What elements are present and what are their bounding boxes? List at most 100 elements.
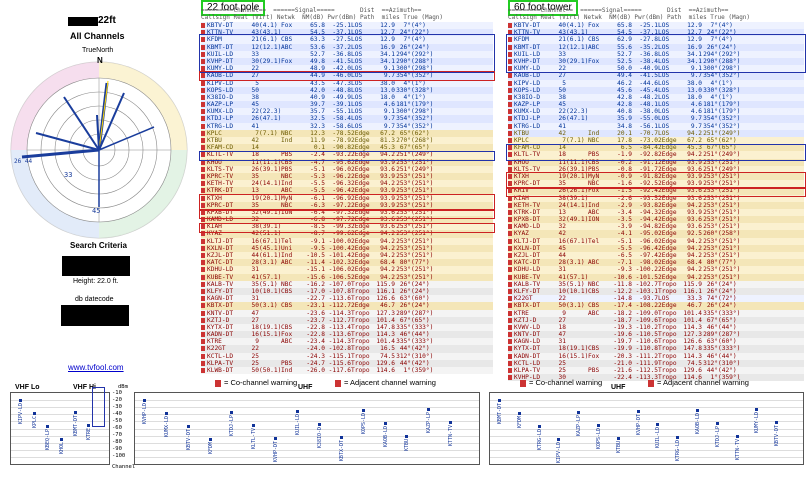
table-row: KBTX-DT 50(3.1) CBS -17.4 -108.22Edge 46.7 26°… <box>508 302 804 310</box>
station-marker <box>557 438 561 441</box>
cell-path: LOS <box>658 43 670 51</box>
cell-azimuth-magnetic: (292°) <box>411 50 433 58</box>
cell-real-channel: 14 <box>558 144 566 152</box>
station-marker <box>296 410 300 413</box>
cell-power: -112.7 <box>328 316 351 324</box>
cell-azimuth-magnetic: (24°) <box>718 287 737 295</box>
cell-network: Ind <box>588 201 600 209</box>
cell-power: -44.6 <box>639 79 658 87</box>
cell-azimuth-magnetic: (251°) <box>718 237 740 245</box>
warning-icon <box>201 101 207 108</box>
cell-noise-margin: 35.7 <box>310 108 325 116</box>
warning-icon <box>201 72 207 79</box>
table-row: KUIL-LD 33 52.7 -36.8LOS 34.1294°(292°) <box>508 50 804 58</box>
cell-callsign: KLPA-TV <box>514 367 541 374</box>
cell-network: Tel <box>588 237 600 245</box>
grid-line <box>490 407 803 409</box>
warning-icon <box>508 29 514 36</box>
cell-azimuth-magnetic: (352°) <box>718 72 740 80</box>
cell-distance: 9.1 <box>383 108 395 116</box>
cell-callsign: KTTN-TV <box>514 29 541 37</box>
cell-azimuth-true: 253° <box>396 244 411 252</box>
table-row: KZJL-DT 44 -6.5 -97.42Edge 94.2253°(251°) <box>508 252 804 260</box>
cell-path: Tropo <box>351 352 370 360</box>
cell-noise-margin: -17.0 <box>306 287 325 295</box>
cell-virtual-channel: (5.1) <box>566 280 585 288</box>
cell-virtual-channel: (47.1) <box>566 115 588 123</box>
cell-azimuth-true: 181° <box>396 101 411 109</box>
station-label: KTRE <box>86 428 93 441</box>
table-row: KOPS-LD 50 42.0 -48.8LOS 13.0330°(328°) <box>201 86 493 94</box>
table-row: KAMD-LD 32 -3.9 -94.82Edge 93.6253°(251°) <box>508 223 804 231</box>
cell-path: LOS <box>351 50 363 58</box>
cell-path: 2Edge <box>658 237 677 245</box>
warning-icon <box>201 115 207 122</box>
cell-real-channel: 22 <box>558 108 566 116</box>
cell-power: -35.2 <box>639 43 658 51</box>
cell-path: Tropo <box>351 309 370 317</box>
cell-callsign: KTXH <box>514 172 529 180</box>
cell-power: -103.1 <box>635 287 658 295</box>
cell-azimuth-true: 253° <box>396 208 411 216</box>
cell-path: LOS <box>658 93 670 101</box>
cell-real-channel: 42 <box>251 137 259 144</box>
cell-virtual-channel: (6.1) <box>259 36 278 44</box>
warning-icon <box>508 331 514 338</box>
cell-callsign: KFAM-CD <box>207 144 234 152</box>
grid-line <box>135 435 479 437</box>
cell-real-channel: 50 <box>251 86 259 94</box>
cell-power: -92.4 <box>639 187 658 195</box>
cell-distance: 101.4 <box>683 309 702 317</box>
cell-callsign: KATC-DT <box>514 259 541 267</box>
cell-azimuth-magnetic: (251°) <box>718 187 740 195</box>
cell-noise-margin: -0.9 <box>617 172 632 180</box>
cell-distance: 93.9 <box>380 172 395 180</box>
table-row: KYAZ 42 -4.1 -95.02Edge 92.5260°(258°) <box>508 230 804 238</box>
table-row: KLFY-DT 10(10.1)CBS -17.0 -107.8Tropo 116.1 2… <box>201 287 493 296</box>
cell-callsign: KLFY-DT <box>514 287 541 295</box>
cell-real-channel: 27 <box>251 316 259 324</box>
table-row: KTXH 19(20.1)MyN -0.9 -91.82Edge 93.9253°(25… <box>508 172 804 181</box>
cell-noise-margin: -3.9 <box>617 223 632 231</box>
station-label: KIPV-LD <box>18 403 24 425</box>
warning-icon <box>508 65 514 72</box>
warning-icon <box>508 317 514 324</box>
cell-network: NBC <box>588 137 600 144</box>
cell-network: NBC <box>588 180 600 188</box>
station-marker <box>715 422 719 425</box>
cell-distance: 4.6 <box>690 108 702 116</box>
warning-icon <box>508 353 514 360</box>
cell-noise-margin: -5.5 <box>617 244 632 252</box>
cell-distance: 4.6 <box>383 101 395 109</box>
cell-azimuth-true: 290° <box>703 57 718 65</box>
station-label: KVHP-DT <box>273 441 280 463</box>
table-row: KALB-TV 35(5.1) NBC -11.8 -102.7Tropo 115.9 26… <box>508 280 804 288</box>
warning-icon <box>508 87 514 94</box>
table-row: KTRG-LD 41 32.3 -58.6LOS 9.7354°(352°) <box>201 122 493 130</box>
cell-azimuth-magnetic: (251°) <box>718 158 740 166</box>
cell-callsign: KXLN-DT <box>207 244 234 252</box>
cell-distance: 38.0 <box>380 79 395 87</box>
station-label: KBMT-DT <box>72 415 79 437</box>
cell-distance: 126.6 <box>376 295 395 303</box>
cell-network: CBS <box>588 158 600 166</box>
cell-path: 2Edge <box>658 187 677 195</box>
station-label: KOPS-LD <box>360 413 367 435</box>
cell-real-channel: 9 <box>562 309 566 317</box>
table2-header-2: Callsign Real (Virt) Netwk NM(dB) Pwr(dB… <box>508 14 751 21</box>
tvfool-link[interactable]: www.tvfool.com <box>68 363 124 372</box>
warning-icon <box>201 159 207 166</box>
cell-power: -113.6 <box>328 331 351 339</box>
warning-icon <box>201 51 207 58</box>
cell-azimuth-magnetic: (251°) <box>411 180 433 188</box>
cell-real-channel: 41 <box>558 122 566 130</box>
cell-distance: 93.9 <box>687 172 702 180</box>
cell-azimuth-magnetic: (249°) <box>718 165 740 173</box>
cell-path: 2Edge <box>351 201 370 209</box>
cell-noise-margin: 48.9 <box>310 65 325 73</box>
cell-azimuth-magnetic: (42°) <box>718 367 737 374</box>
cell-azimuth-magnetic: (65°) <box>411 144 430 152</box>
cell-callsign: KTBU <box>207 137 222 144</box>
legend-adjacent-2: = Adjacent channel warning <box>648 378 749 387</box>
table-row: KPRC-DT 35 NBC -6.3 -97.22Edge 93.9253°(251°) <box>201 201 493 209</box>
